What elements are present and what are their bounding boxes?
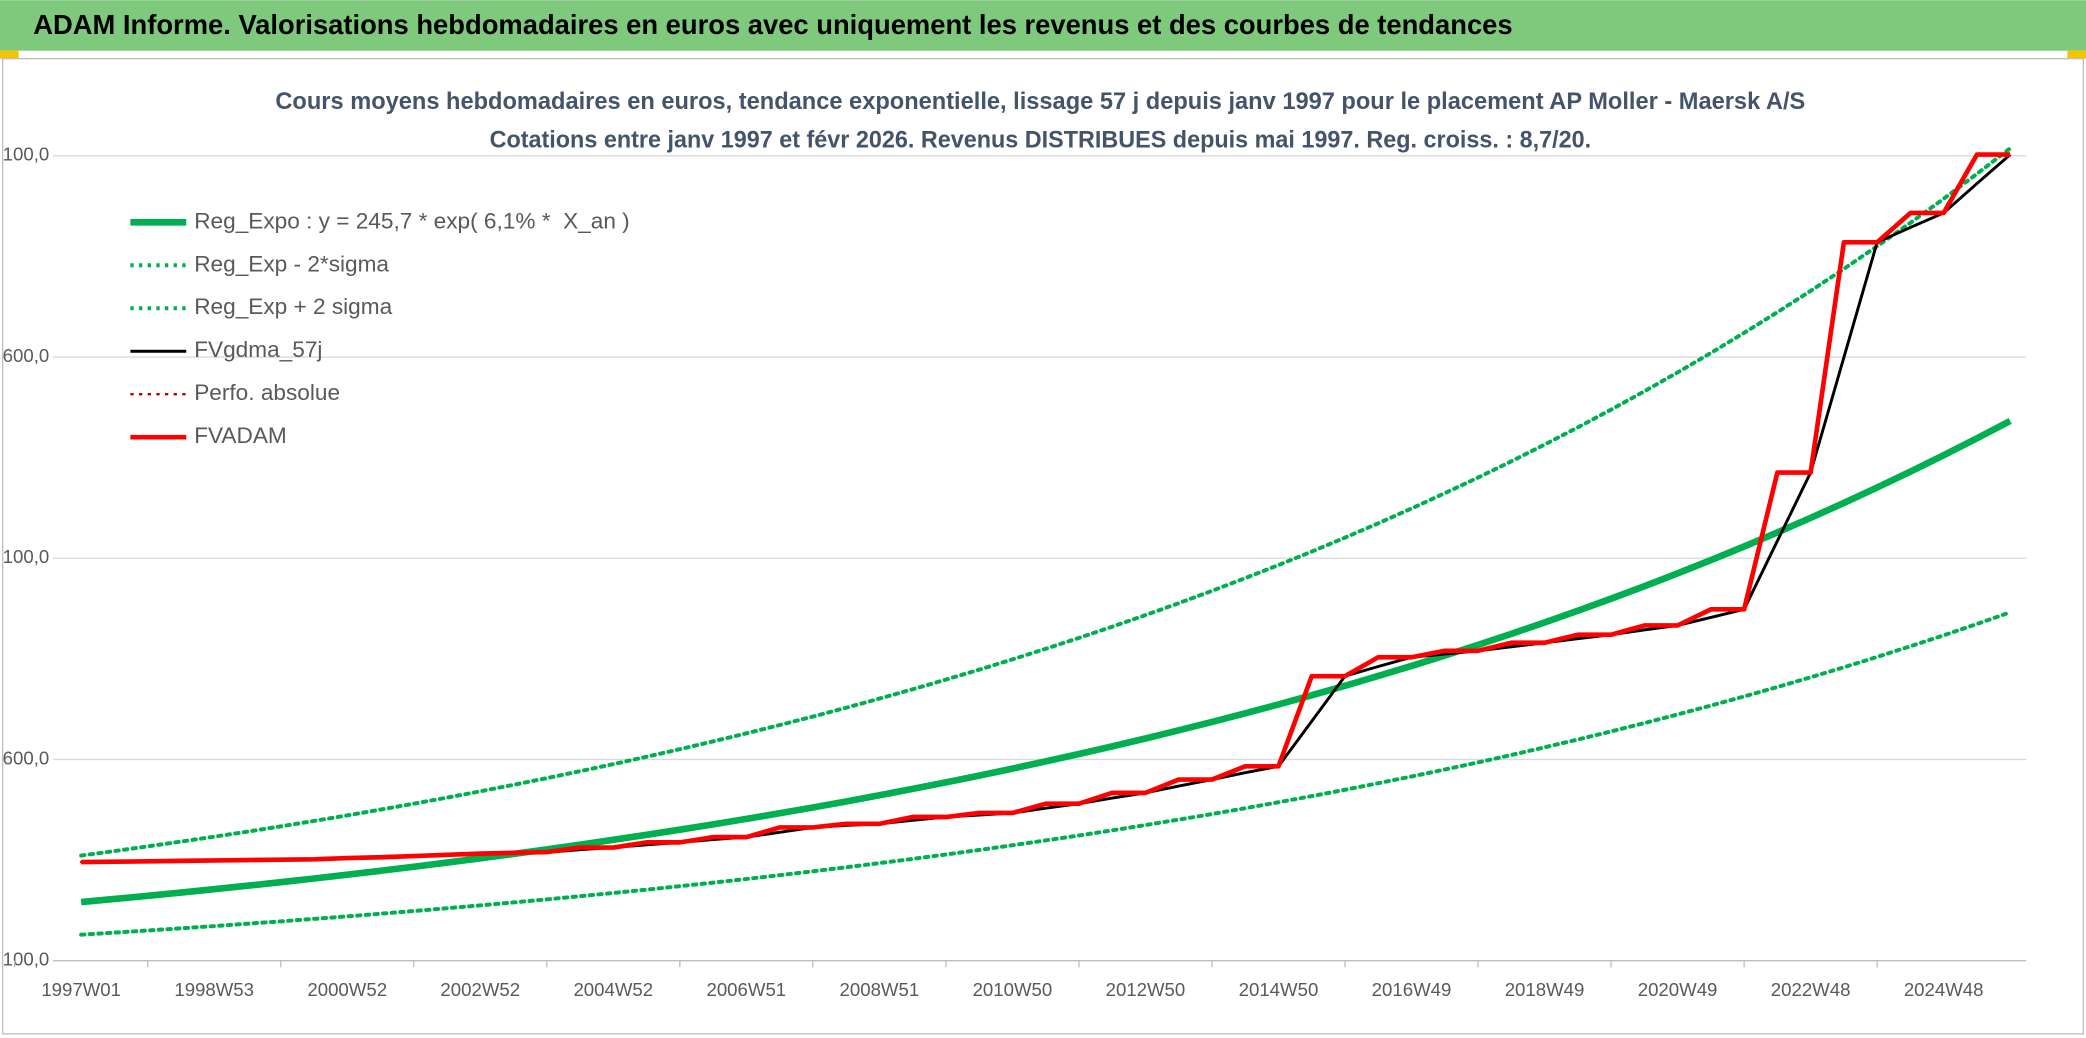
legend-label: Reg_Expo : y = 245,7 * exp( 6,1% * X_an … [194, 208, 630, 233]
header-band [0, 0, 2086, 51]
x-tick-label: 2008W51 [840, 979, 920, 1000]
x-tick-label: 2000W52 [307, 979, 387, 1000]
chart-title: Cours moyens hebdomadaires en euros, ten… [275, 88, 1805, 115]
page-title: ADAM Informe. Valorisations hebdomadaire… [33, 9, 1512, 40]
legend-label: FVgdma_57j [194, 337, 322, 362]
y-tick-label: 100,0 [3, 949, 50, 970]
plot-area [79, 146, 2013, 937]
legend-label: Perfo. absolue [194, 380, 340, 405]
x-tick-label: 1998W53 [174, 979, 254, 1000]
series-line [79, 146, 2013, 858]
legend-label: Reg_Exp + 2 sigma [194, 294, 392, 319]
y-tick-label: 1 100,0 [0, 546, 49, 567]
axes: 100,0 600,0 1 100,0 1 600,0 2 100,0 1997W01 19… [0, 144, 2027, 1000]
x-tick-label: 2012W50 [1106, 979, 1186, 1000]
x-tick-label: 2016W49 [1372, 979, 1452, 1000]
series-line [81, 152, 2011, 865]
x-tick-label: 2014W50 [1239, 979, 1319, 1000]
chart-frame [1, 58, 2085, 1035]
x-tick-label: 2018W49 [1505, 979, 1585, 1000]
corner-mark [0, 50, 19, 59]
y-tick-label: 1 600,0 [0, 345, 49, 366]
x-tick-label: 2006W51 [706, 979, 786, 1000]
legend-label: Reg_Exp - 2*sigma [194, 251, 389, 276]
x-tick-label: 2002W52 [440, 979, 520, 1000]
series-line [79, 610, 2013, 937]
corner-mark [2067, 50, 2086, 59]
x-tick-label: 2010W50 [973, 979, 1053, 1000]
y-tick-label: 2 100,0 [0, 144, 49, 165]
x-tick-label: 2024W48 [1904, 979, 1984, 1000]
x-tick-label: 2004W52 [573, 979, 653, 1000]
y-tick-label: 600,0 [3, 747, 50, 768]
legend: Reg_Expo : y = 245,7 * exp( 6,1% * X_an … [130, 208, 630, 448]
series-line [80, 417, 2012, 906]
legend-label: FVADAM [194, 423, 287, 448]
x-tick-label: 1997W01 [41, 979, 121, 1000]
chart-subtitle: Cotations entre janv 1997 et févr 2026. … [490, 127, 1592, 154]
x-tick-label: 2022W48 [1771, 979, 1851, 1000]
x-tick-label: 2020W49 [1638, 979, 1718, 1000]
